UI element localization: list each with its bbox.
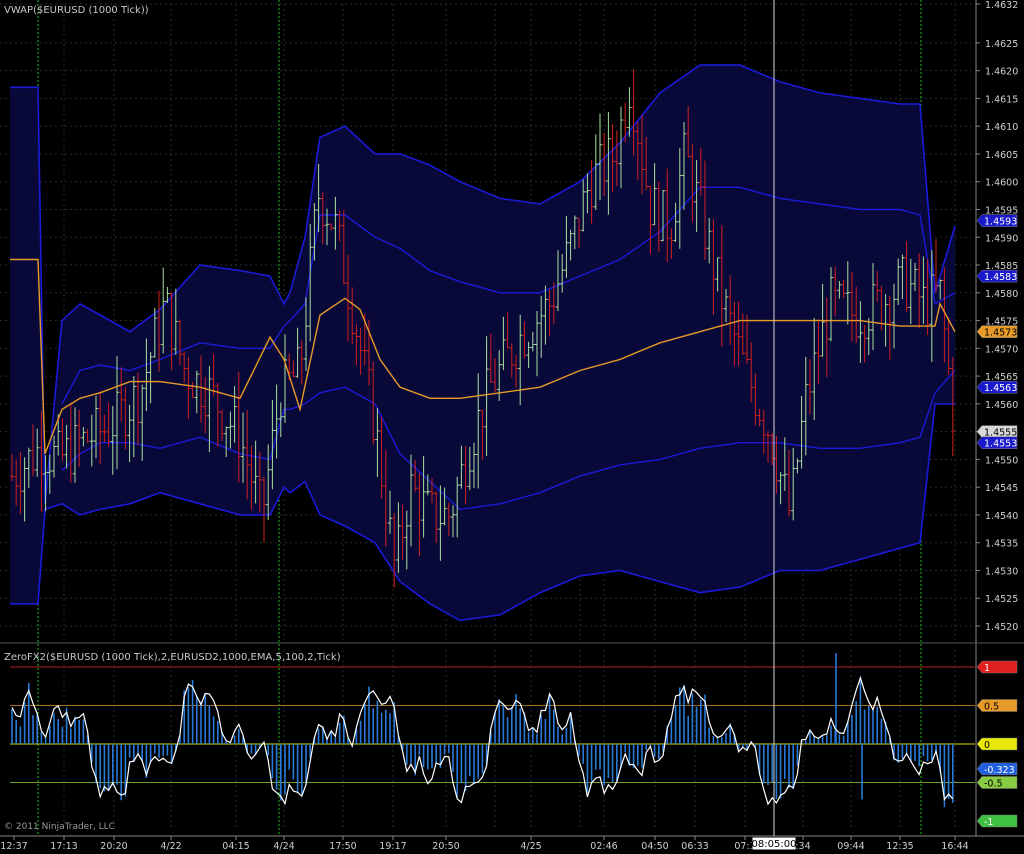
time-tick-label: 16:44 (941, 841, 968, 852)
price-axis[interactable]: 1.4632 1.4625 1.4620 1.4615 1.4610 1.4605 1.46… (975, 0, 1018, 836)
price-tick-label: 1.4535 (985, 539, 1018, 550)
price-tick-label: 1.4545 (985, 483, 1018, 494)
price-tag-label: 1.4563 (984, 383, 1017, 394)
time-tick-label: 02:46 (590, 841, 617, 852)
price-tag[interactable] (976, 325, 1018, 338)
price-tag[interactable] (976, 425, 1018, 438)
level-tag-label: -0.5 (984, 779, 1003, 790)
upper-inner-band (61, 186, 956, 405)
level-tag-label: 1 (984, 663, 990, 674)
price-tick-label: 1.4565 (985, 372, 1018, 383)
time-tick-label: 04:50 (641, 841, 668, 852)
oscillator-histogram (11, 653, 954, 808)
cursor-time-tag (751, 836, 797, 851)
level-tag[interactable] (976, 737, 1018, 751)
price-tick-label: 1.4605 (985, 150, 1018, 161)
price-tick-label: 1.4585 (985, 261, 1018, 272)
oscillator-line (11, 675, 954, 806)
level-tag[interactable] (976, 660, 1018, 674)
level-tag[interactable] (976, 814, 1018, 828)
level-tag-label: -1 (984, 817, 993, 828)
price-tag[interactable] (976, 214, 1018, 227)
price-panel-title: VWAP($EURUSD (1000 Tick)) (4, 5, 149, 16)
price-tick-label: 1.4550 (985, 455, 1018, 466)
price-tick-label: 1.4625 (985, 39, 1018, 50)
price-tag[interactable] (976, 269, 1018, 283)
level-tag[interactable] (976, 762, 1018, 776)
price-tick-label: 1.4525 (985, 594, 1018, 605)
price-tick-label: 1.4595 (985, 205, 1018, 216)
oscillator-panel-title: ZeroFX2($EURUSD (1000 Tick),2,EURUSD2,10… (4, 652, 341, 663)
vwap-series (10, 258, 956, 455)
level-tag[interactable] (976, 776, 1018, 789)
cursor-time-label: 08:05:00 (752, 839, 797, 850)
time-tick-label: 09:44 (837, 841, 864, 852)
time-tick-label: 06:33 (681, 841, 708, 852)
level-tag[interactable] (976, 699, 1018, 712)
price-tag-label: 1.4583 (984, 272, 1017, 283)
level-tag-label: -0.323 (984, 765, 1015, 776)
oscillator-panel[interactable]: 1 0.5 0 -0.323 -0.5 -1 ZeroFX2($EURUSD (1000 … (4, 650, 1018, 832)
time-tick-label: 4/22 (160, 841, 181, 852)
time-tick-label: 20:50 (432, 841, 459, 852)
crosshair: 08:05:00 (751, 0, 797, 851)
price-tick-label: 1.4590 (985, 233, 1018, 244)
time-axis[interactable]: 12:37 17:13 20:20 4/22 04:15 4/24 17:50 19:17 20… (0, 835, 1024, 852)
price-tick-label: 1.4575 (985, 317, 1018, 328)
upper-outer-band (10, 64, 956, 504)
time-tick-label: 07:3 (734, 841, 755, 852)
vwap-bands (10, 64, 956, 622)
vwap-line (10, 258, 956, 455)
time-tick-label: 19:17 (379, 841, 406, 852)
price-tick-label: 1.4600 (985, 178, 1018, 189)
time-tick-label: 20:20 (100, 841, 127, 852)
time-tick-label: 12:37 (0, 841, 27, 852)
time-tick-label: 04:15 (222, 841, 249, 852)
time-tick-label: :34 (795, 841, 810, 852)
band-fill (10, 65, 955, 621)
price-tick-label: 1.4540 (985, 511, 1018, 522)
oscillator-axis[interactable]: 1 0.5 0 -0.323 -0.5 -1 (976, 660, 1018, 828)
price-tick-label: 1.4632 (985, 0, 1018, 11)
price-tick-label: 1.4530 (985, 566, 1018, 577)
time-tick-label: 12:35 (886, 841, 913, 852)
price-tag-label: 1.4555 (984, 428, 1017, 439)
copyright-text: © 2011 NinjaTrader, LLC (4, 822, 115, 832)
price-tag-label: 1.4573 (984, 328, 1017, 339)
price-tick-label: 1.4610 (985, 122, 1018, 133)
price-panel[interactable]: 1.4632 1.4625 1.4620 1.4615 1.4610 1.4605 1.46… (0, 0, 1018, 836)
price-tick-label: 1.4520 (985, 622, 1018, 633)
price-tag[interactable] (976, 380, 1018, 394)
price-tick-label: 1.4620 (985, 67, 1018, 78)
price-bars (10, 69, 955, 588)
price-tag-label: 1.4553 (984, 439, 1017, 450)
time-tick-label: 4/25 (520, 841, 541, 852)
lower-inner-band (61, 370, 956, 511)
lower-outer-band (10, 403, 955, 622)
price-tick-label: 1.4615 (985, 94, 1018, 105)
oscillator-grid (10, 650, 975, 830)
price-tick-label: 1.4570 (985, 344, 1018, 355)
price-tag[interactable] (976, 436, 1018, 449)
oscillator-series (11, 675, 954, 806)
price-tick-label: 1.4560 (985, 400, 1018, 411)
price-tick-label: 1.4580 (985, 289, 1018, 300)
time-tick-label: 17:13 (50, 841, 77, 852)
level-tag-label: 0 (984, 740, 990, 751)
level-tag-label: 0.5 (984, 702, 999, 713)
price-tag-label: 1.4593 (984, 217, 1017, 228)
time-tick-label: 17:50 (329, 841, 356, 852)
time-tick-label: 4/24 (273, 841, 294, 852)
